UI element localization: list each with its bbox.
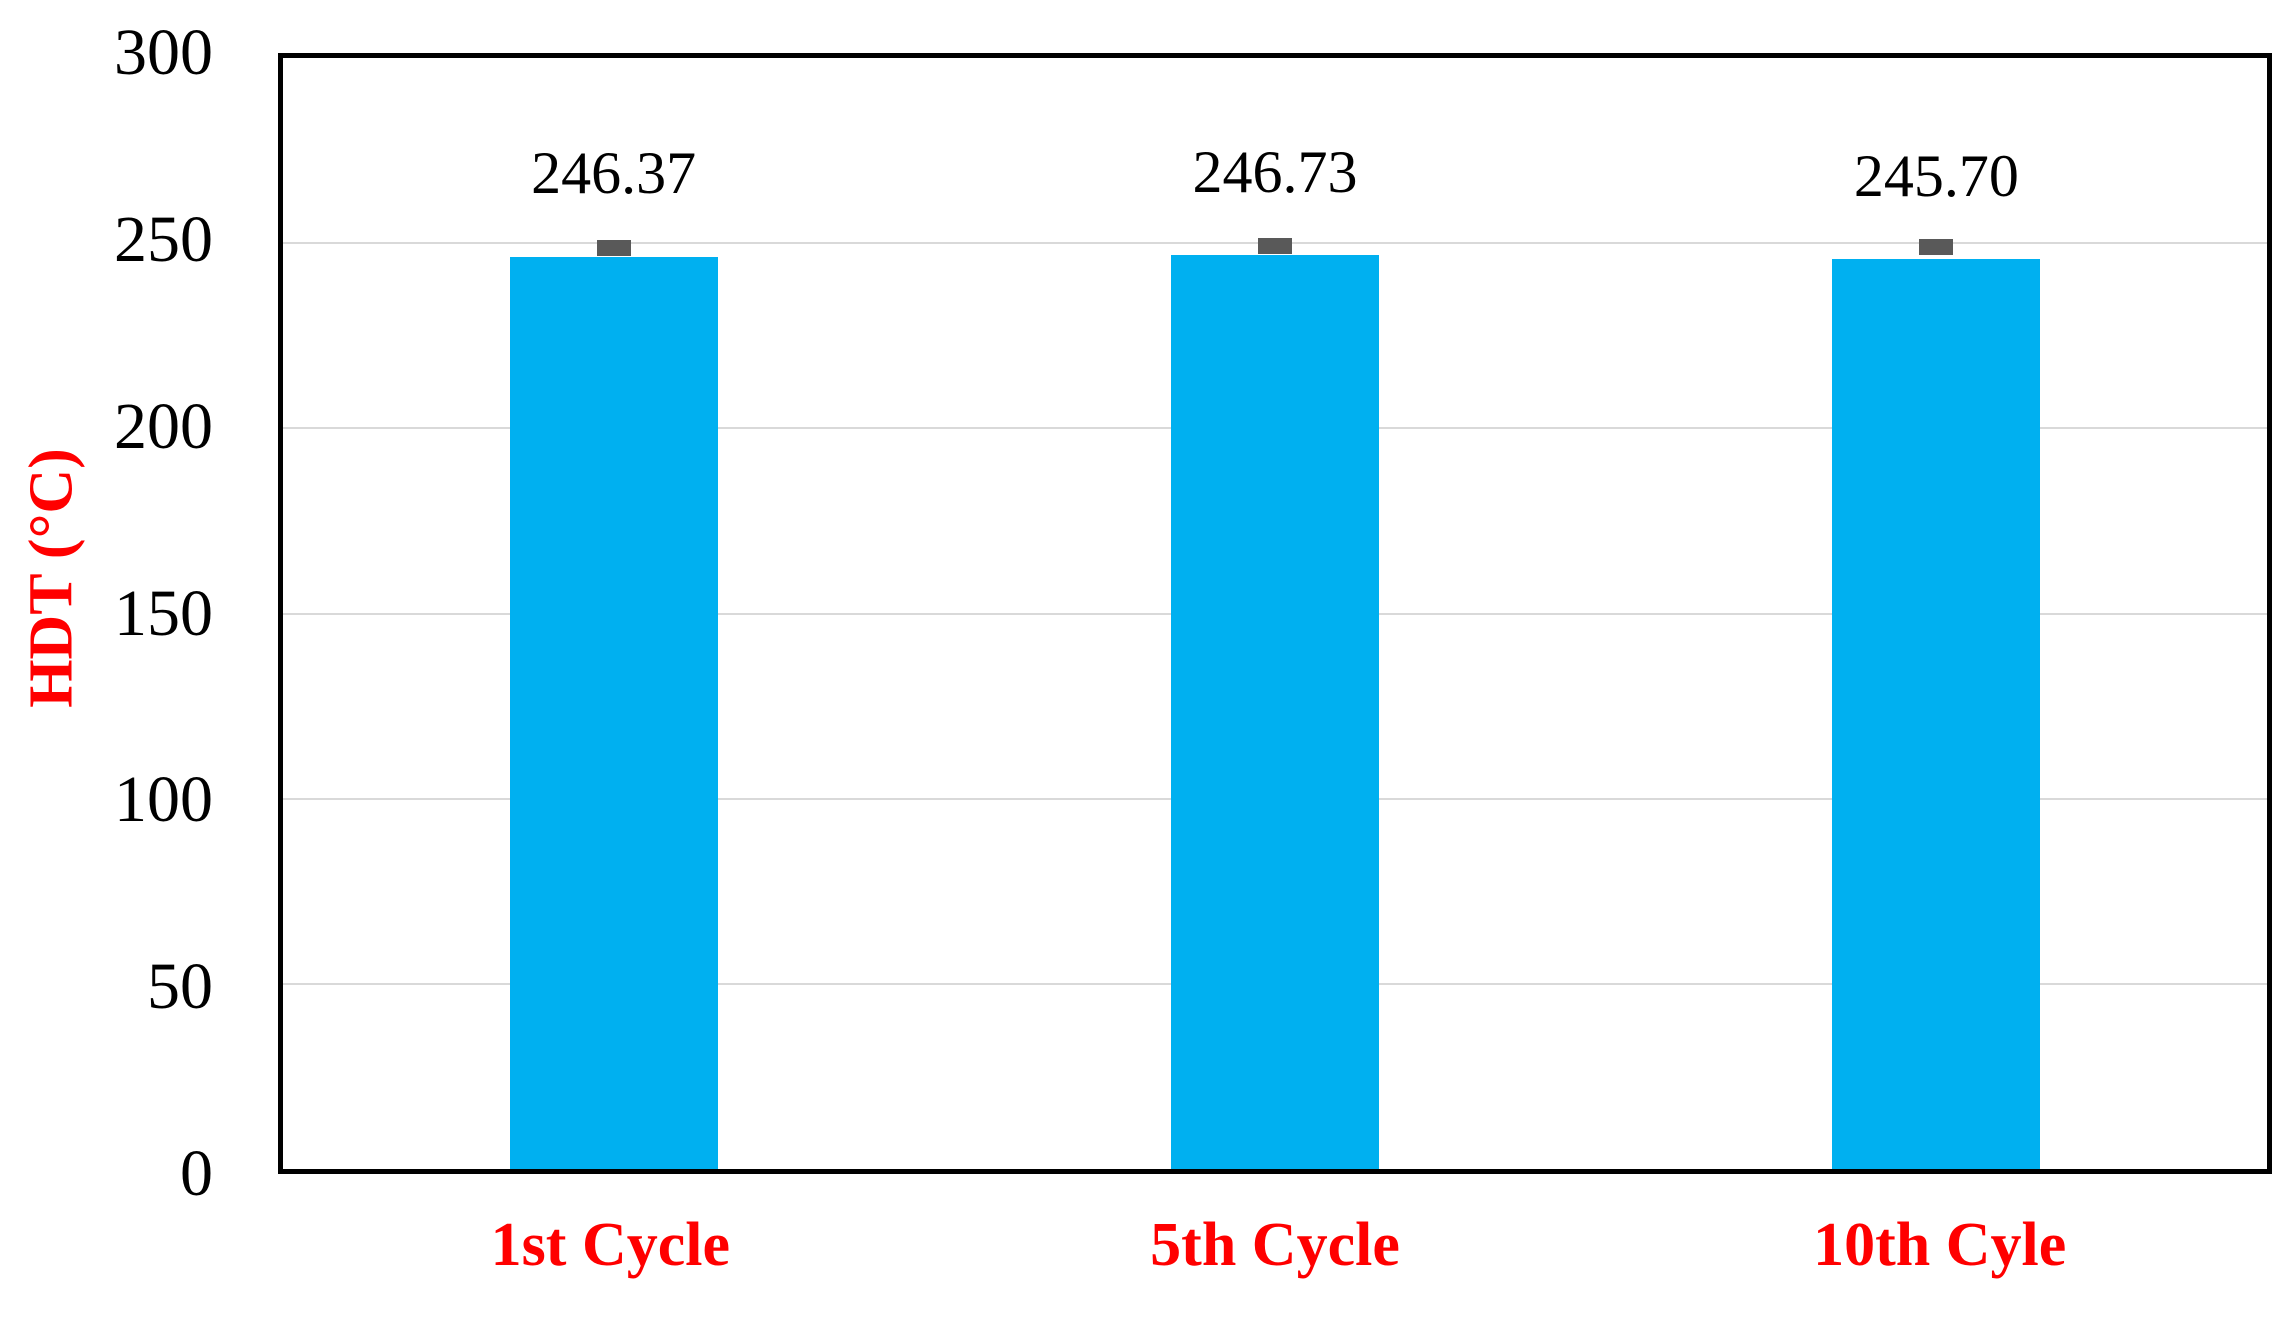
category-label: 1st Cycle [490, 1211, 730, 1279]
category-label: 10th Cyle [1813, 1211, 2067, 1279]
y-tick-label: 150 [114, 576, 213, 650]
y-tick-label: 200 [114, 389, 213, 463]
y-tick-label: 100 [114, 763, 213, 837]
y-tick-label: 50 [147, 950, 213, 1024]
x-axis-category-labels: 1st Cycle 5th Cycle 10th Cyle [278, 1208, 2272, 1282]
y-tick-label: 250 [114, 202, 213, 276]
error-bar [1919, 238, 1954, 255]
bar-value-label: 246.73 [1192, 139, 1358, 206]
y-tick-label: 0 [180, 1137, 213, 1210]
plot-area: 246.37 246.73 245.70 [278, 53, 2272, 1174]
bar-slot: 246.73 [944, 58, 1605, 1169]
bar-slot: 246.37 [283, 58, 944, 1169]
bar [509, 256, 718, 1169]
error-bar [596, 239, 631, 256]
category-label: 5th Cycle [1150, 1211, 1400, 1279]
bar-value-label: 246.37 [531, 140, 697, 207]
bar-series: 246.37 246.73 245.70 [283, 58, 2267, 1169]
bar [1832, 259, 2041, 1169]
bar [1170, 255, 1379, 1169]
y-axis-title: HDT (°C) [17, 448, 86, 708]
bar-slot: 245.70 [1606, 58, 2267, 1169]
error-bar [1257, 238, 1292, 255]
bar-value-label: 245.70 [1853, 142, 2019, 209]
y-tick-label: 300 [114, 16, 213, 89]
